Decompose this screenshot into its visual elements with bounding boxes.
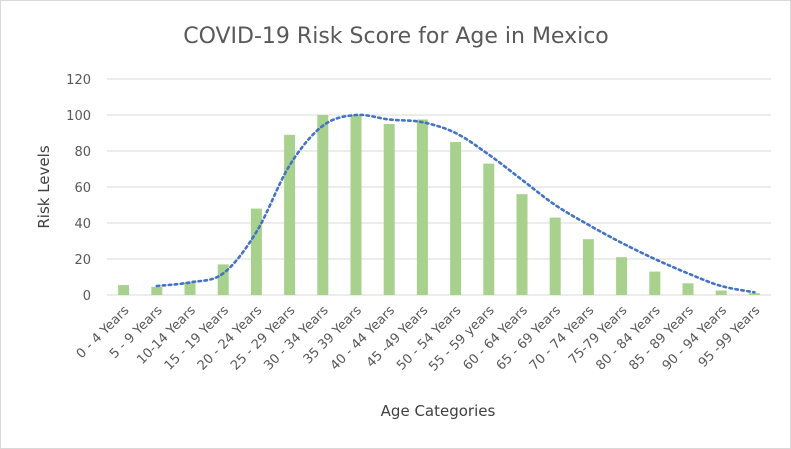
- bar: [317, 115, 329, 295]
- bar: [549, 217, 561, 295]
- y-tick-label: 80: [74, 145, 91, 160]
- bar: [450, 142, 462, 295]
- bar: [582, 239, 594, 295]
- bar: [350, 115, 362, 295]
- bar: [715, 290, 727, 295]
- y-tick-label: 120: [66, 73, 91, 88]
- y-tick-label: 60: [74, 181, 91, 196]
- trendline: [155, 113, 756, 294]
- bar: [416, 119, 428, 295]
- y-axis-title: Risk Levels: [35, 145, 53, 228]
- bar: [217, 264, 229, 295]
- bar: [118, 285, 130, 295]
- y-tick-label: 20: [74, 253, 91, 268]
- bar: [516, 194, 528, 295]
- bar: [616, 257, 628, 295]
- bar: [483, 163, 495, 295]
- bar: [184, 282, 196, 295]
- bar: [748, 293, 760, 295]
- bar: [649, 271, 661, 295]
- bar: [151, 286, 163, 295]
- bar: [383, 124, 395, 295]
- x-axis-title: Age Categories: [381, 402, 496, 420]
- bar: [682, 283, 694, 295]
- y-tick-label: 0: [83, 289, 91, 304]
- bar: [284, 134, 296, 295]
- bar: [250, 208, 262, 295]
- y-tick-label: 100: [66, 109, 91, 124]
- y-tick-label: 40: [74, 217, 91, 232]
- y-axis-ticks: 0 20 40 60 80 100 120: [66, 73, 91, 304]
- bars: [118, 115, 760, 295]
- chart-title: COVID-19 Risk Score for Age in Mexico: [183, 24, 609, 49]
- gridlines: [107, 78, 771, 296]
